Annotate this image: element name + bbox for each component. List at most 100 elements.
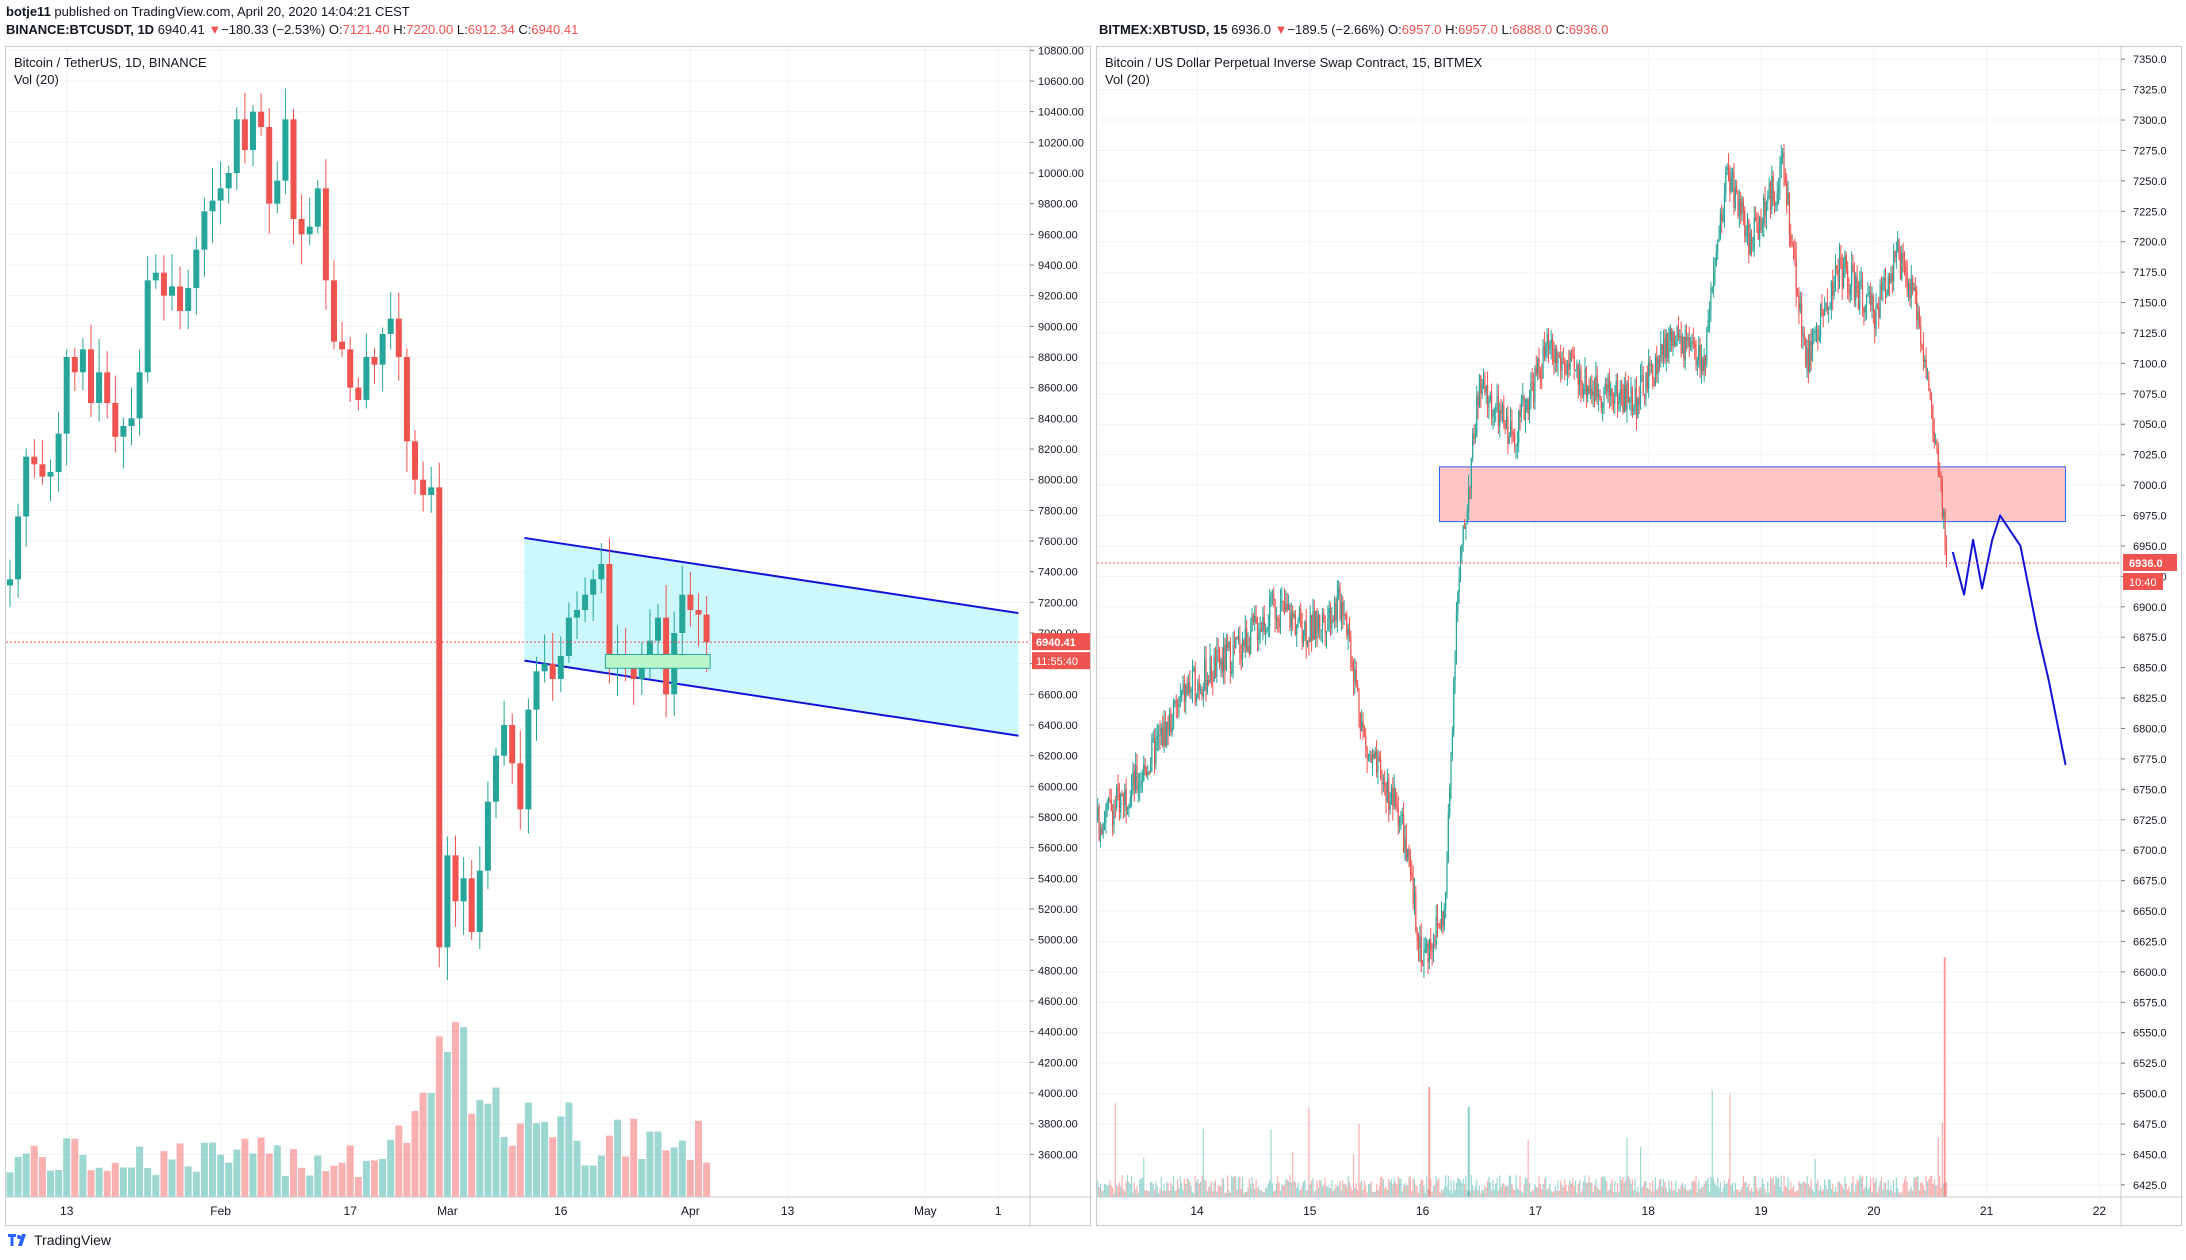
volume-bar — [1680, 1184, 1682, 1197]
candle-body — [1945, 548, 1948, 562]
volume-bar — [1279, 1191, 1282, 1197]
volume-bar — [1342, 1180, 1344, 1197]
candle-body — [1129, 797, 1131, 808]
volume-bar — [1738, 1192, 1740, 1197]
volume-bar — [1771, 1179, 1773, 1197]
volume-bar — [1861, 1175, 1864, 1197]
candle-body — [1526, 399, 1528, 411]
candle-body — [1182, 683, 1184, 691]
candle-body — [1308, 640, 1310, 642]
volume-bar — [1358, 1123, 1360, 1197]
volume-bar — [1457, 1178, 1459, 1197]
candle-body — [1210, 657, 1213, 681]
candle-body — [1569, 352, 1571, 370]
volume-bar — [1855, 1184, 1857, 1197]
candle-body — [1924, 359, 1926, 363]
candle-body — [217, 188, 224, 201]
volume-bar — [1837, 1181, 1839, 1197]
volume-bar — [128, 1167, 135, 1197]
volume-bar — [1416, 1186, 1418, 1197]
candle-body — [1212, 680, 1214, 682]
left-volume-label: Vol (20) — [14, 72, 59, 87]
left-chart-panel[interactable]: 3600.00 3800.00 4000.00 4200.00 4400.00 4600.… — [5, 46, 1092, 1227]
volume-bar — [1818, 1189, 1820, 1197]
right-low: 6888.0 — [1512, 22, 1553, 37]
candle-body — [1635, 387, 1638, 418]
candle-body — [1153, 738, 1156, 765]
candle-body — [1763, 198, 1765, 224]
volume-bar — [1685, 1189, 1688, 1197]
volume-bar — [1748, 1183, 1750, 1197]
candle-body — [1423, 952, 1425, 966]
candle-body — [1658, 359, 1661, 362]
candle-body — [1616, 381, 1619, 405]
volume-bar — [1741, 1186, 1743, 1197]
candle-body — [501, 725, 508, 756]
volume-bar — [225, 1162, 233, 1197]
candle-body — [1684, 336, 1686, 360]
price-tick-label: 6600.0 — [2133, 967, 2167, 979]
candle-body — [1744, 210, 1746, 237]
volume-bar — [1183, 1179, 1185, 1197]
candle-body — [1408, 849, 1410, 856]
volume-bar — [1099, 1183, 1102, 1197]
volume-bar — [1313, 1192, 1315, 1197]
price-tick-label: 6750.0 — [2133, 784, 2167, 796]
candle-body — [258, 111, 265, 127]
volume-bar — [1221, 1178, 1223, 1197]
author-name[interactable]: botje11 — [6, 4, 51, 19]
volume-bar — [1430, 1178, 1432, 1197]
volume-bar — [1516, 1188, 1518, 1197]
volume-bar — [1220, 1186, 1222, 1197]
volume-bar — [1236, 1189, 1238, 1197]
candle-body — [1375, 751, 1378, 773]
volume-bar — [1264, 1187, 1267, 1197]
volume-bar — [30, 1145, 38, 1197]
candle-body — [347, 349, 354, 388]
volume-bar — [1932, 1183, 1934, 1197]
volume-bar — [1645, 1180, 1647, 1197]
volume-bar — [1756, 1187, 1758, 1197]
volume-bar — [1596, 1186, 1598, 1197]
candle-body — [1730, 178, 1732, 192]
candle-body — [1514, 434, 1516, 446]
volume-bar — [1857, 1180, 1860, 1197]
volume-bar — [1761, 1178, 1763, 1197]
candle-body — [1542, 346, 1544, 379]
candle-body — [1267, 626, 1269, 630]
candle-body — [1436, 917, 1439, 924]
candle-body — [1158, 734, 1160, 737]
candle-body — [1237, 637, 1240, 640]
candle-body — [331, 280, 337, 342]
candle-body — [1481, 384, 1483, 394]
volume-bar — [1754, 1176, 1757, 1197]
volume-bar — [1527, 1139, 1529, 1197]
candle-body — [1285, 603, 1287, 612]
candle-body — [1865, 296, 1868, 306]
candle-body — [1281, 600, 1283, 603]
volume-bar — [1436, 1180, 1439, 1197]
candle-body — [1653, 379, 1655, 387]
volume-bar — [1227, 1175, 1229, 1197]
volume-bar — [1478, 1185, 1481, 1197]
candle-body — [185, 288, 192, 311]
price-tick-label: 6825.0 — [2133, 693, 2167, 705]
volume-bar — [1386, 1189, 1389, 1197]
candle-body — [1679, 335, 1681, 338]
candle-body — [1159, 734, 1161, 736]
candle-body — [1756, 220, 1758, 228]
volume-bar — [1435, 1175, 1437, 1197]
candle-body — [1776, 193, 1778, 203]
right-chart-svg[interactable]: 6425.06450.06475.06500.06525.06550.06575… — [1097, 47, 2183, 1227]
volume-bar — [1565, 1185, 1567, 1197]
candle-body — [476, 870, 483, 932]
left-chart-svg[interactable]: 3600.003800.004000.004200.004400.004600.… — [6, 47, 1092, 1227]
volume-bar — [1933, 1179, 1935, 1197]
volume-bar — [1162, 1190, 1164, 1197]
candle-body — [1788, 192, 1791, 235]
right-chart-panel[interactable]: 6425.0 6450.0 6475.0 6500.0 6525.0 6550.0 6575… — [1096, 46, 2183, 1227]
volume-bar — [1308, 1107, 1310, 1197]
candle-body — [452, 855, 459, 902]
footer-brand[interactable]: TradingView — [6, 1232, 111, 1248]
candle-body — [1661, 343, 1663, 356]
